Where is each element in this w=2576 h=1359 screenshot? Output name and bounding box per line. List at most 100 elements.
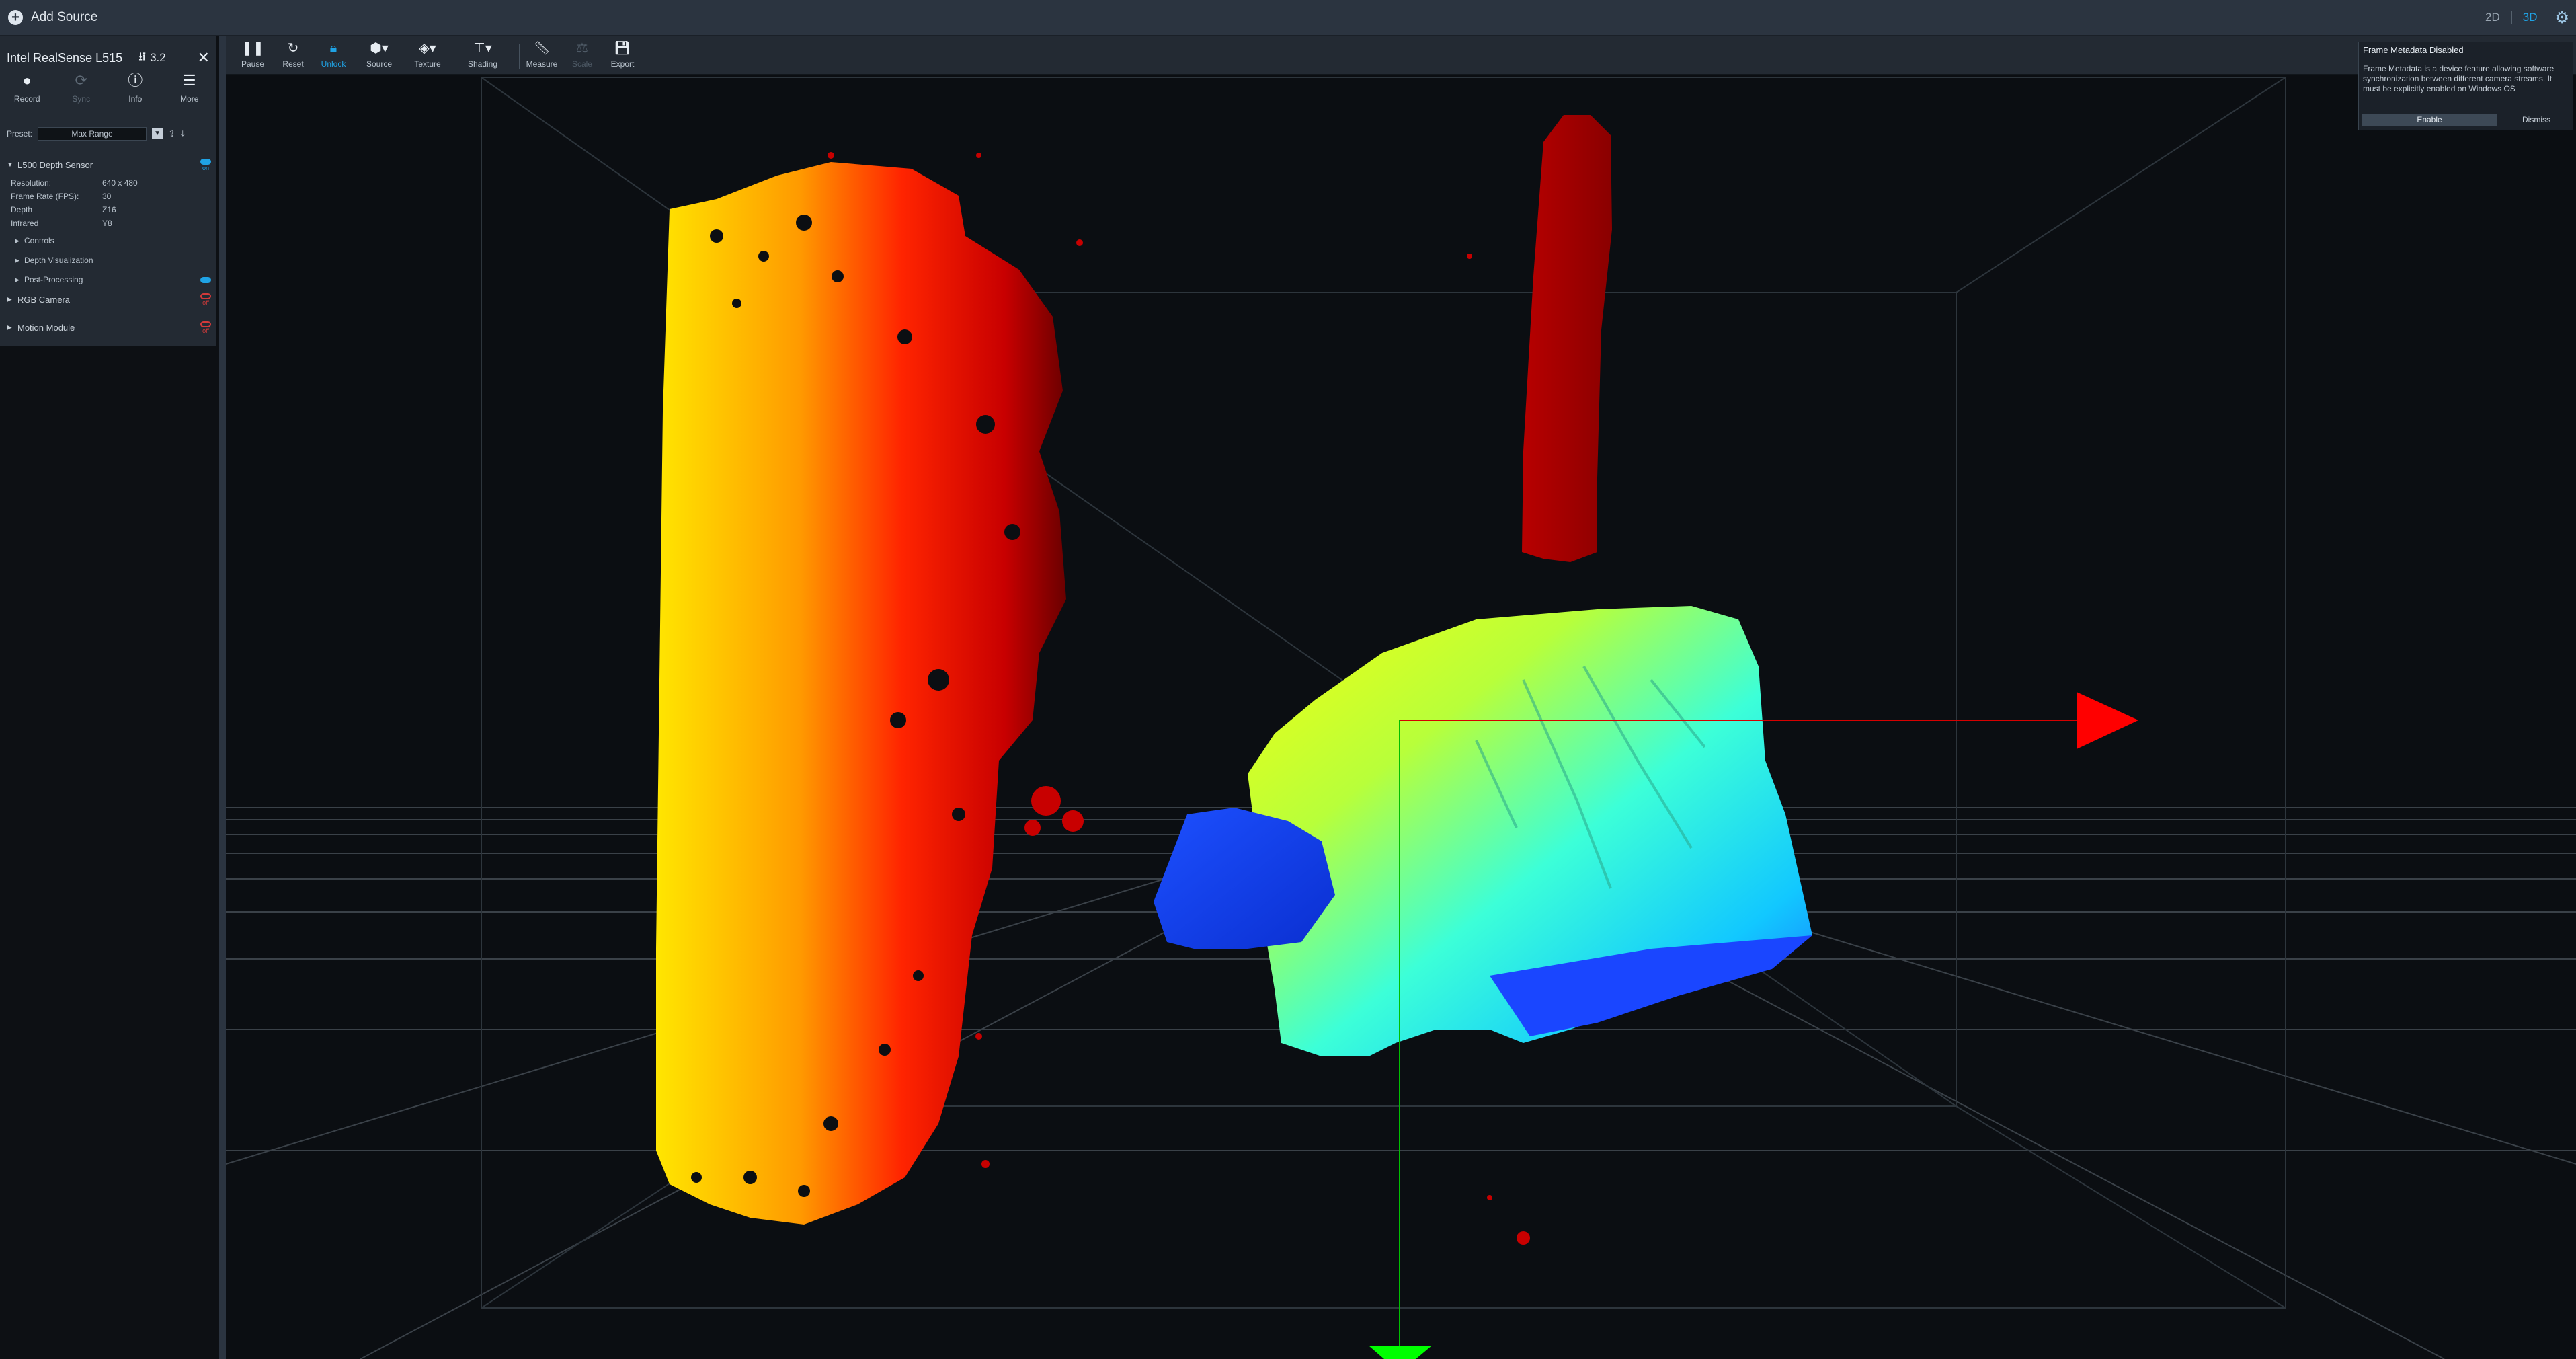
depth-sensor-row[interactable]: ▼ L500 Depth Sensor on [7, 157, 211, 172]
device-panel: Intel RealSense L515 ⭿ 3.2 ✕ ● Record ⟳ … [0, 36, 226, 1359]
upload-icon[interactable]: ⇪ [168, 128, 175, 139]
shading-button[interactable]: ⊤▾ Shading [462, 40, 503, 71]
toggle-switch-icon [200, 293, 211, 299]
paint-bucket-icon: ◈▾ [419, 41, 436, 56]
scale-icon: ⚖︎ [576, 41, 588, 56]
measure-button[interactable]: 📏︎ Measure [522, 40, 562, 71]
device-name: Intel RealSense L515 [7, 50, 123, 65]
record-button[interactable]: ● Record [0, 73, 54, 113]
source-label: Source [366, 59, 393, 69]
info-button[interactable]: ⓘ Info [108, 73, 163, 113]
prop-key: Frame Rate (FPS): [11, 192, 79, 201]
measure-label: Measure [526, 59, 558, 69]
ruler-icon: 📏︎ [533, 41, 551, 56]
scale-button[interactable]: ⚖︎ Scale [562, 40, 602, 71]
enable-button[interactable]: Enable [2362, 114, 2497, 126]
view-3d-button[interactable]: 3D [2510, 11, 2537, 24]
record-icon: ● [22, 72, 32, 89]
notification-body: Frame Metadata is a device feature allow… [2363, 64, 2554, 93]
depth-pillar-right [1522, 115, 1612, 562]
reset-button[interactable]: ↻ Reset [273, 40, 313, 71]
3d-viewport[interactable] [226, 75, 2576, 1359]
x-axis-arrow-icon [2077, 692, 2138, 749]
rgb-camera-status: off [202, 299, 209, 306]
export-button[interactable]: 💾︎ Export [602, 40, 643, 71]
depth-sensor-name: L500 Depth Sensor [17, 159, 93, 170]
toggle-switch-icon [200, 276, 211, 283]
depth-sensor-toggle[interactable]: on [200, 158, 211, 171]
download-icon[interactable]: ⤓ [180, 128, 185, 139]
rgb-camera-row[interactable]: ▶ RGB Camera off [7, 292, 211, 307]
gear-icon[interactable]: ⚙ [2554, 8, 2569, 27]
axis-y [1369, 720, 1432, 1359]
reset-icon: ↻ [287, 41, 299, 56]
pause-button[interactable]: ❚❚ Pause [233, 40, 273, 71]
toggle-switch-icon [200, 158, 211, 165]
depth-visualization-section[interactable]: ▶ Depth Visualization [15, 254, 211, 267]
prop-frame-rate: Frame Rate (FPS): 30 [11, 192, 111, 204]
sync-label: Sync [72, 94, 91, 104]
dismiss-button[interactable]: Dismiss [2522, 115, 2550, 124]
more-label: More [180, 94, 199, 104]
sync-button[interactable]: ⟳ Sync [54, 73, 109, 113]
rgb-camera-toggle[interactable]: off [200, 293, 211, 306]
expand-triangle-icon: ▶ [15, 237, 19, 244]
depth-sensor-status: on [202, 164, 209, 171]
add-source-button[interactable]: + Add Source [8, 0, 97, 35]
rgb-camera-name: RGB Camera [17, 294, 71, 305]
sync-icon: ⟳ [75, 72, 87, 89]
post-processing-section[interactable]: ▶ Post-Processing [15, 273, 211, 286]
y-axis-arrow-icon [1369, 1346, 1432, 1359]
prop-value[interactable]: 640 x 480 [102, 178, 138, 188]
prop-key: Depth [11, 205, 33, 215]
motion-module-toggle[interactable]: off [200, 321, 211, 334]
plus-icon: + [8, 10, 23, 25]
source-button[interactable]: ⬢▾ Source [359, 40, 399, 71]
post-processing-toggle[interactable] [200, 276, 211, 283]
preset-select[interactable]: Max Range [38, 127, 147, 141]
preset-row: Preset: Max Range ▼ ⇪ ⤓ [7, 126, 208, 141]
pause-icon: ❚❚ [241, 41, 264, 56]
prop-value[interactable]: 30 [102, 192, 112, 201]
top-bar: + Add Source 2D 3D ⚙ [0, 0, 2576, 36]
expand-triangle-icon: ▶ [7, 323, 12, 332]
info-icon: ⓘ [128, 72, 143, 89]
prop-key: Resolution: [11, 178, 52, 188]
add-source-label: Add Source [31, 10, 98, 24]
viewer-toolbar: ❚❚ Pause ↻ Reset 🔒︎ Unlock ⬢▾ Source ◈▾ … [226, 36, 2576, 75]
notification-title: Frame Metadata Disabled [2363, 45, 2464, 55]
view-toggle: 2D 3D ⚙ [2485, 0, 2569, 35]
close-icon[interactable]: ✕ [197, 49, 210, 66]
device-actions: ● Record ⟳ Sync ⓘ Info ☰ More [0, 73, 216, 113]
controls-label: Controls [24, 236, 54, 245]
unlock-label: Unlock [321, 59, 346, 69]
prop-depth: Depth Z16 [11, 205, 116, 217]
view-2d-button[interactable]: 2D [2485, 11, 2500, 24]
axis-x [1400, 692, 2138, 749]
unlock-button[interactable]: 🔒︎ Unlock [313, 40, 354, 71]
motion-module-status: off [202, 327, 209, 334]
prop-value[interactable]: Y8 [102, 219, 112, 228]
prop-value[interactable]: Z16 [102, 205, 116, 215]
expand-triangle-icon: ▶ [15, 256, 19, 264]
point-cloud-scene[interactable] [226, 75, 2576, 1359]
prop-infrared: Infrared Y8 [11, 219, 112, 231]
info-label: Info [128, 94, 143, 104]
controls-section[interactable]: ▶ Controls [15, 234, 211, 247]
export-label: Export [610, 59, 635, 69]
panel-resize-handle[interactable] [219, 36, 226, 1359]
preset-label: Preset: [7, 129, 33, 139]
motion-module-name: Motion Module [17, 322, 75, 333]
motion-module-row[interactable]: ▶ Motion Module off [7, 320, 211, 335]
device-card: Intel RealSense L515 ⭿ 3.2 ✕ ● Record ⟳ … [0, 36, 216, 346]
more-button[interactable]: ☰ More [163, 73, 217, 113]
noise-points [828, 152, 1530, 1245]
prop-resolution: Resolution: 640 x 480 [11, 178, 138, 190]
paint-roller-icon: ⊤▾ [473, 41, 492, 56]
chevron-down-icon[interactable]: ▼ [152, 128, 163, 139]
texture-label: Texture [414, 59, 441, 69]
save-icon: 💾︎ [614, 41, 631, 56]
cube-icon: ⬢▾ [370, 41, 389, 56]
texture-button[interactable]: ◈▾ Texture [407, 40, 448, 71]
expand-triangle-icon: ▶ [7, 295, 12, 303]
